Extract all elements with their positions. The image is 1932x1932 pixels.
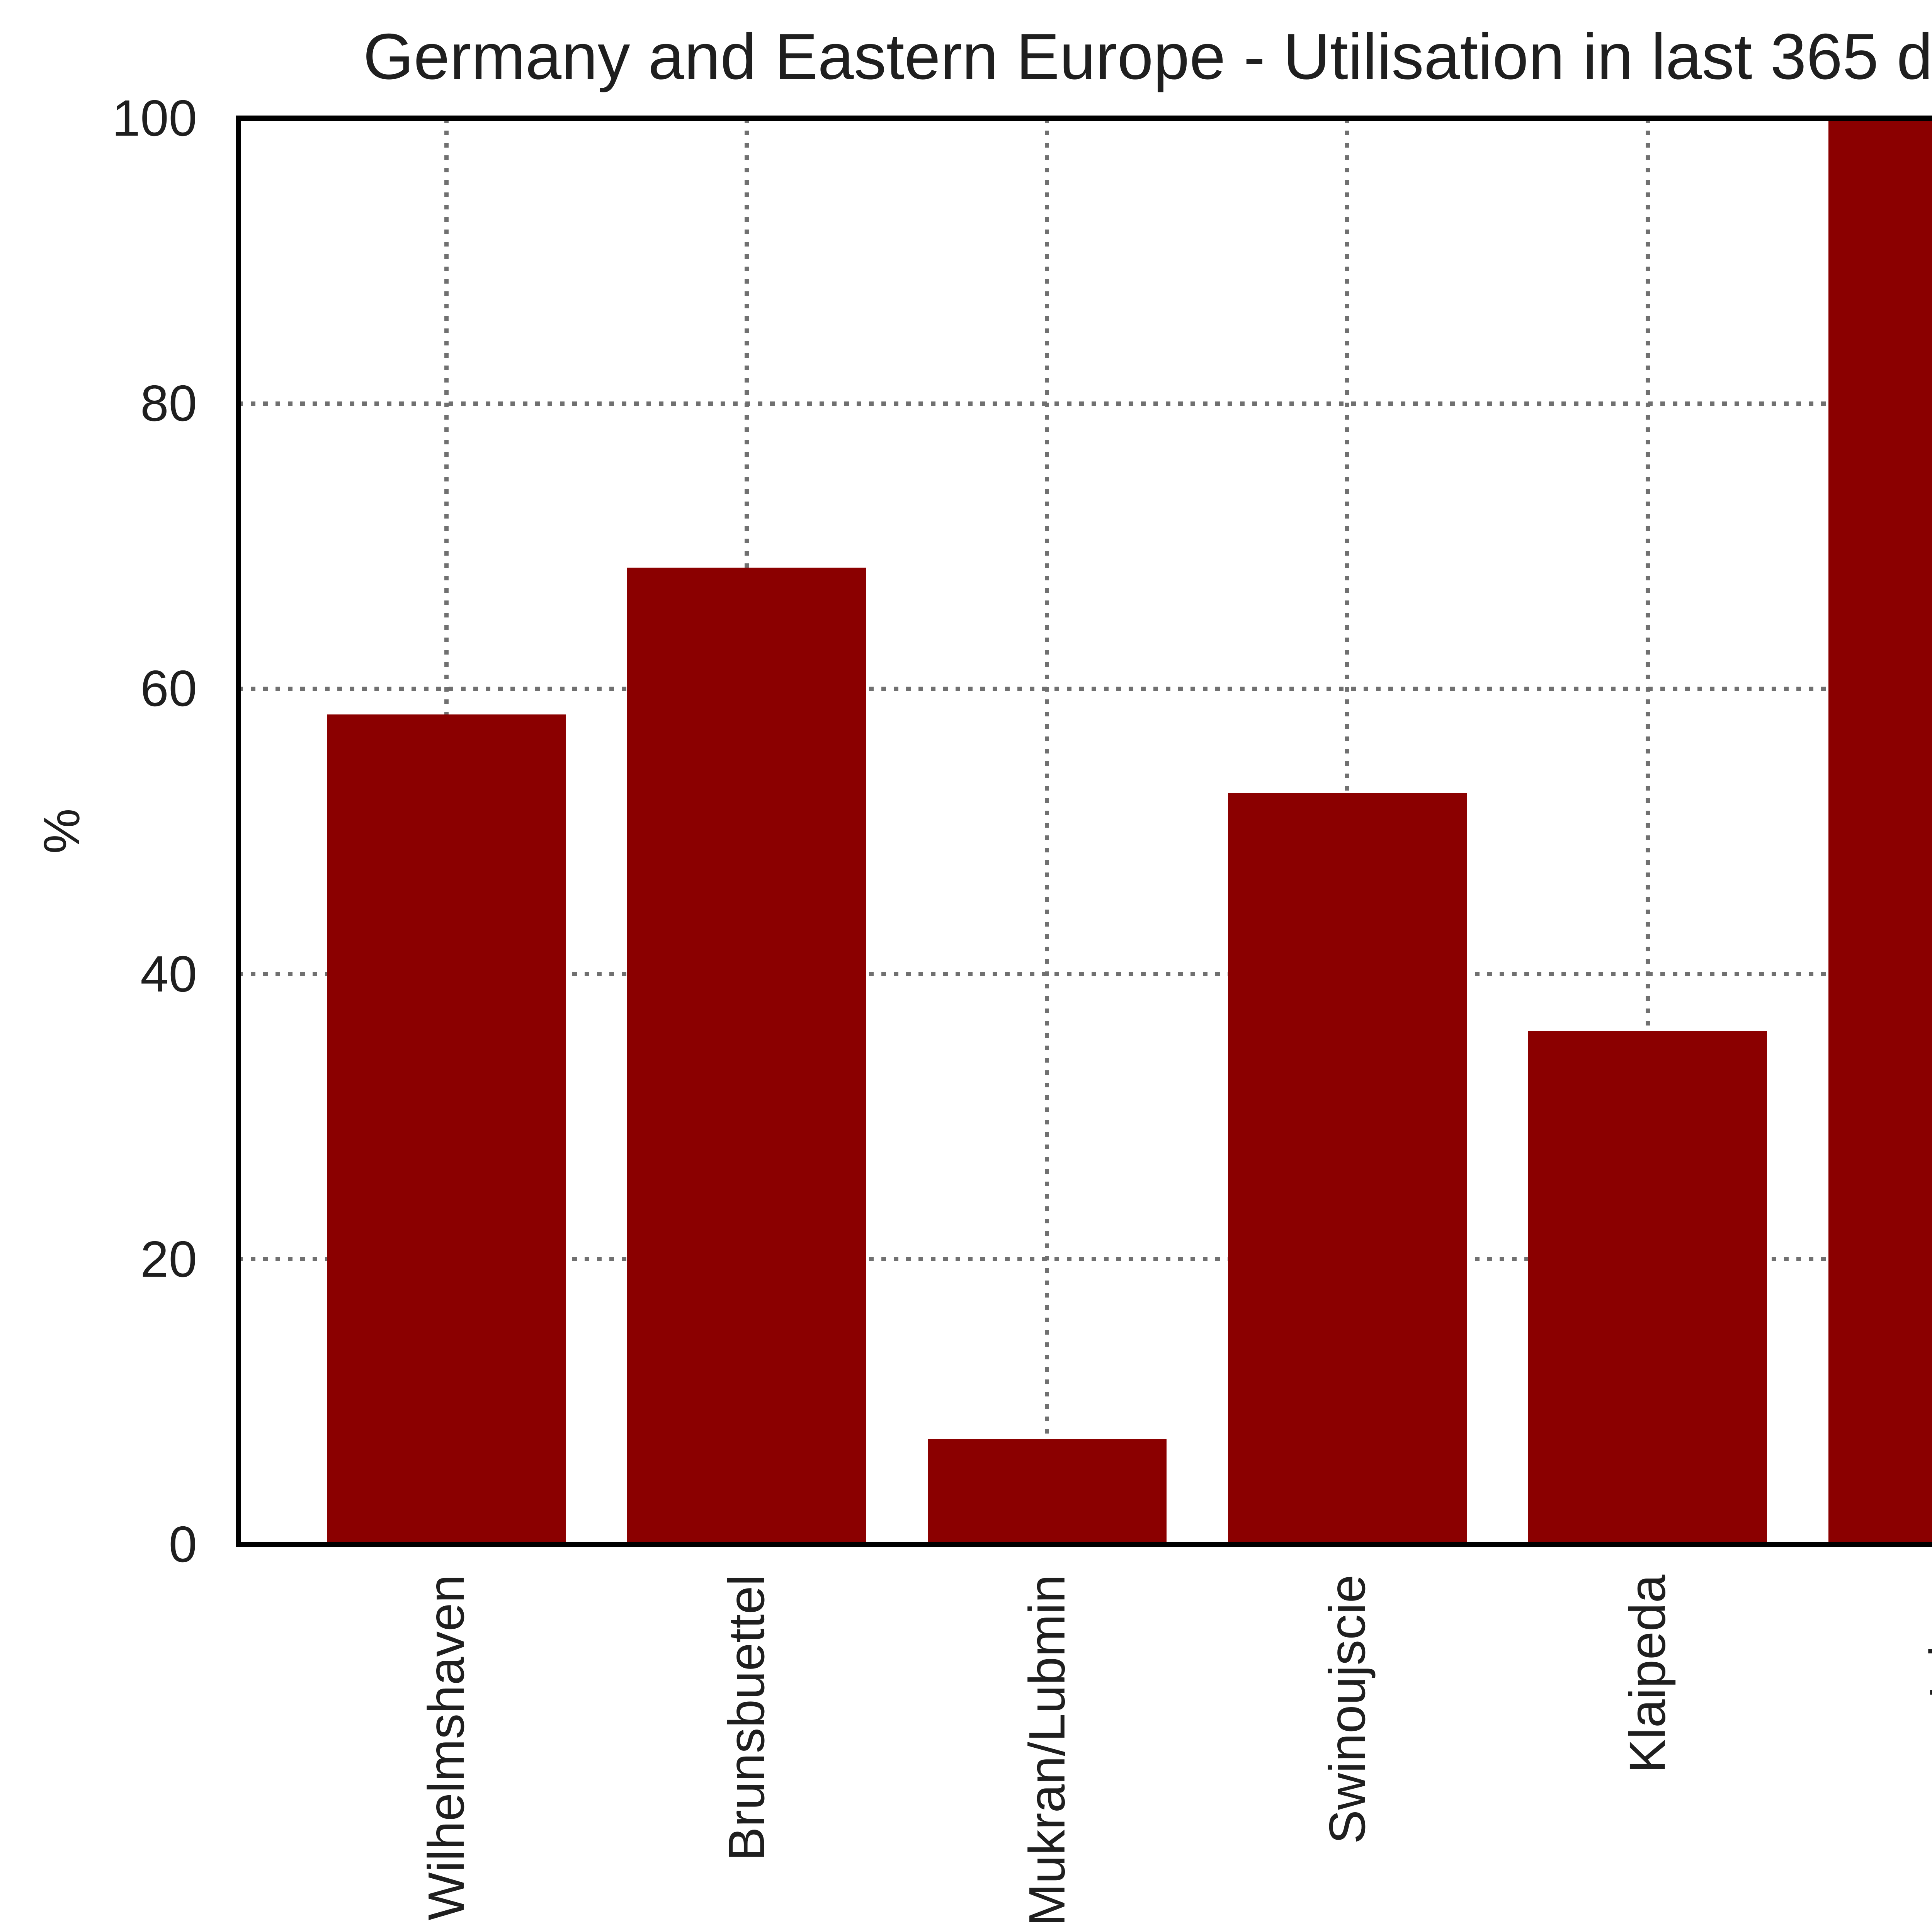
vertical-gridline-mukran-lubmin (1045, 118, 1049, 1544)
x-tick-label-inkoo: Inkoo (1919, 1575, 1932, 1699)
chart-title: Germany and Eastern Europe - Utilisation… (363, 20, 1932, 93)
y-tick-label-100: 100 (112, 90, 197, 146)
y-tick-label-80: 80 (140, 375, 197, 432)
x-tick-label-brunsbuettel: Brunsbuettel (718, 1575, 775, 1861)
y-tick-label-40: 40 (140, 945, 197, 1002)
bar-brunsbuettel (627, 567, 866, 1544)
horizontal-gridline-40 (238, 972, 1932, 976)
horizontal-gridline-20 (238, 1257, 1932, 1262)
bar-mukran-lubmin (927, 1439, 1167, 1544)
y-tick-label-20: 20 (140, 1230, 197, 1287)
bar-klaipeda (1528, 1031, 1767, 1544)
vertical-gridline-klaipeda (1645, 118, 1650, 1544)
bar-wilhelmshaven (327, 714, 566, 1544)
horizontal-gridline-60 (238, 686, 1932, 691)
plot-area (238, 118, 1932, 1544)
y-tick-label-60: 60 (140, 660, 197, 717)
bar-layer (238, 118, 1932, 1544)
x-tick-label-wilhelmshaven: Wilhelmshaven (418, 1575, 474, 1920)
bar-inkoo (1828, 118, 1932, 1544)
y-axis-label: % (33, 808, 90, 854)
x-tick-label-klaipeda: Klaipeda (1619, 1575, 1676, 1773)
x-tick-label-swinoujscie: Swinoujscie (1318, 1575, 1376, 1844)
x-tick-label-mukran-lubmin: Mukran/Lubmin (1018, 1575, 1075, 1926)
y-tick-label-0: 0 (168, 1516, 197, 1573)
horizontal-gridline-80 (238, 401, 1932, 406)
bar-swinoujscie (1228, 793, 1467, 1544)
